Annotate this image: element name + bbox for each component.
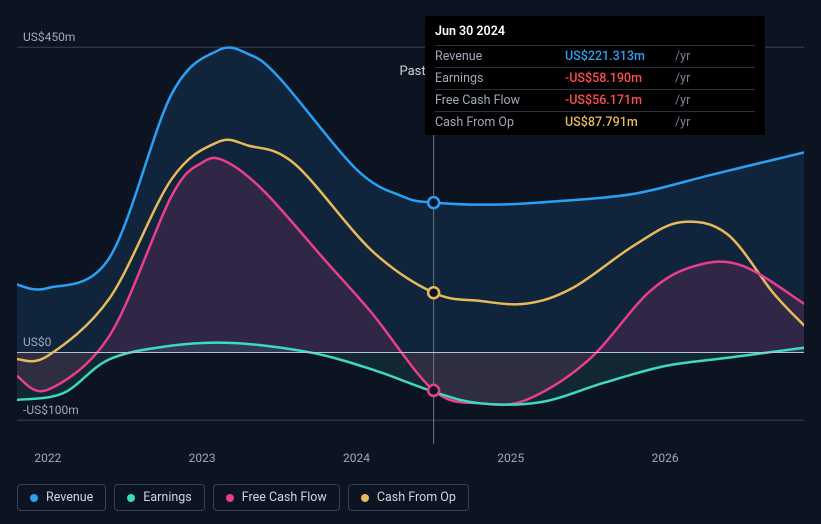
past-label: Past [399,64,425,79]
x-tick-label: 2023 [189,451,216,465]
tooltip-metric: Earnings [435,68,565,90]
tooltip-row: Revenue US$221.313m /yr [435,46,755,68]
tooltip: Jun 30 2024 Revenue US$221.313m /yrEarni… [425,16,765,135]
x-tick-label: 2026 [652,451,679,465]
tooltip-unit: /yr [675,46,755,68]
y-tick-label: US$0 [23,335,51,349]
x-tick-label: 2024 [343,451,370,465]
legend-label: Revenue [46,490,93,505]
legend-item-earnings[interactable]: Earnings [114,484,204,511]
legend-item-cash_from_op[interactable]: Cash From Op [348,484,469,511]
legend-item-free_cash_flow[interactable]: Free Cash Flow [213,484,340,511]
legend-dot [127,494,135,502]
tooltip-metric: Free Cash Flow [435,90,565,112]
x-tick-label: 2022 [34,451,61,465]
legend-item-revenue[interactable]: Revenue [17,484,106,511]
legend: Revenue Earnings Free Cash Flow Cash Fro… [17,484,469,511]
legend-dot [226,494,234,502]
tooltip-row: Free Cash Flow -US$56.171m /yr [435,90,755,112]
tooltip-metric: Cash From Op [435,112,565,134]
y-tick-label: -US$100m [23,403,79,417]
tooltip-value: US$221.313m [565,46,675,68]
legend-label: Earnings [143,490,191,505]
legend-dot [30,494,38,502]
legend-dot [361,494,369,502]
tooltip-row: Earnings -US$58.190m /yr [435,68,755,90]
legend-label: Cash From Op [377,490,456,505]
tooltip-value: -US$56.171m [565,90,675,112]
tooltip-unit: /yr [675,90,755,112]
tooltip-row: Cash From Op US$87.791m /yr [435,112,755,134]
tooltip-metric: Revenue [435,46,565,68]
tooltip-table: Revenue US$221.313m /yrEarnings -US$58.1… [435,45,755,133]
x-tick-label: 2025 [497,451,524,465]
tooltip-unit: /yr [675,68,755,90]
y-tick-label: US$450m [23,30,75,44]
tooltip-value: -US$58.190m [565,68,675,90]
tooltip-date: Jun 30 2024 [435,24,755,45]
tooltip-value: US$87.791m [565,112,675,134]
x-axis-labels: 2022 2023 2024 2025 2026 [17,451,804,471]
legend-label: Free Cash Flow [242,490,327,505]
tooltip-unit: /yr [675,112,755,134]
